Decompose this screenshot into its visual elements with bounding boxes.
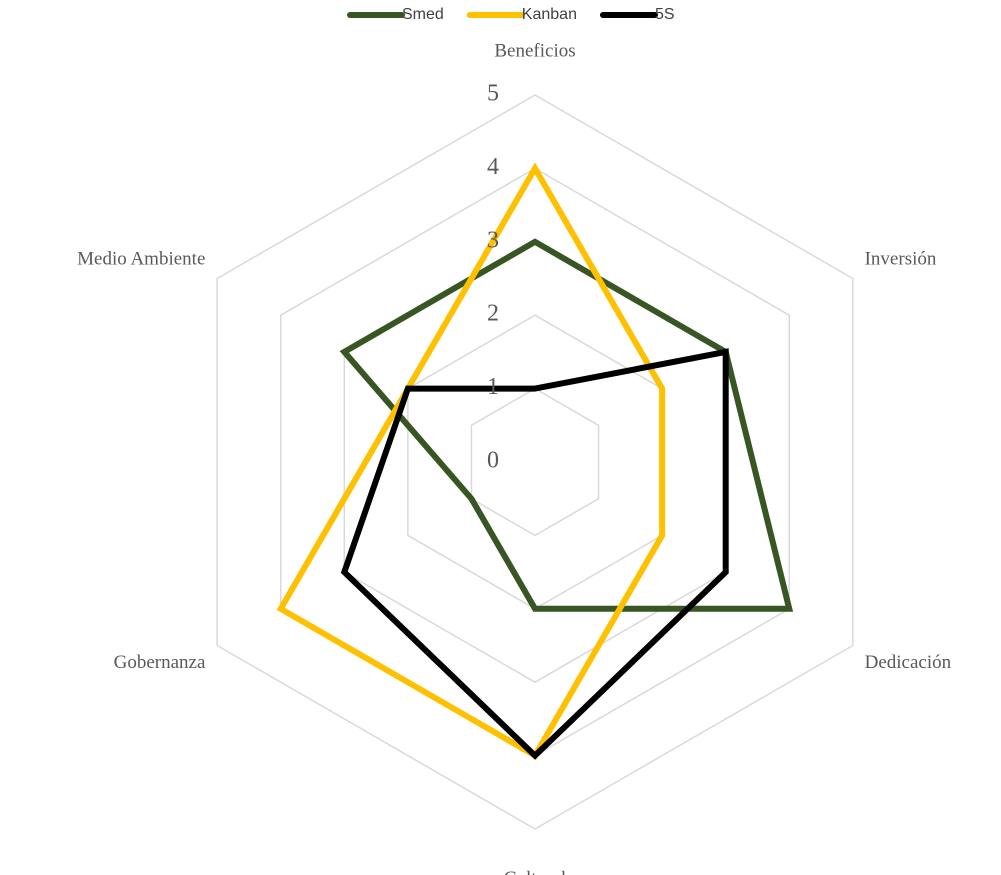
series-line — [339, 238, 794, 612]
tick-label: 4 — [487, 154, 499, 180]
axis-label: Medio Ambiente — [77, 249, 205, 270]
legend-label: 5S — [655, 6, 675, 23]
grid-line — [470, 387, 600, 537]
series-line — [340, 348, 729, 760]
tick-label: 2 — [487, 301, 499, 327]
legend-label: Kanban — [522, 6, 577, 23]
axis-label: Cultural — [504, 868, 566, 875]
legend-label: Smed — [402, 6, 444, 23]
tick-label: 3 — [487, 227, 499, 253]
axis-label: Beneficios — [494, 41, 575, 62]
tick-label: 0 — [487, 448, 499, 474]
axis-label: Dedicación — [865, 652, 952, 673]
tick-label: 5 — [487, 81, 499, 107]
tick-label: 1 — [487, 374, 499, 400]
grid-line — [279, 167, 791, 757]
axis-label: Inversión — [865, 249, 937, 270]
axis-label: Gobernanza — [114, 652, 206, 673]
grid-line — [343, 240, 727, 684]
grid-line — [216, 94, 854, 830]
grid-line — [407, 314, 663, 610]
